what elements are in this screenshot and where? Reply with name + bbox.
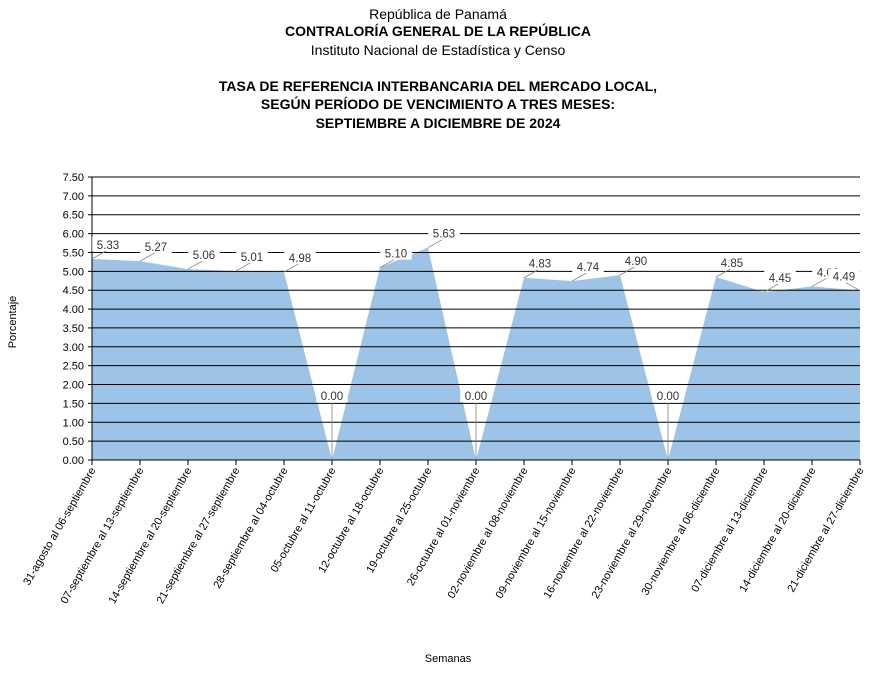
data-label-leader [843, 281, 861, 291]
data-label: 4.83 [529, 259, 551, 271]
data-label-leader [763, 282, 781, 293]
data-label: 4.45 [769, 273, 791, 285]
data-label: 4.74 [577, 262, 600, 274]
chart-title-line-3: SEPTIEMBRE A DICIEMBRE DE 2024 [315, 115, 561, 131]
y-tick-label: 6.00 [63, 229, 84, 241]
y-tick-label: 0.50 [63, 436, 84, 448]
data-label: 5.63 [433, 229, 455, 241]
x-tick-label: 02-noviembre al 08-noviembre [446, 466, 531, 601]
data-label-box [92, 236, 124, 251]
y-tick-label: 2.00 [63, 380, 84, 392]
data-label-box [316, 388, 348, 402]
data-label-box [620, 253, 652, 268]
data-label: 5.06 [193, 250, 215, 262]
data-label: 0.00 [465, 391, 487, 403]
data-label-leader [715, 267, 733, 278]
data-label: 5.10 [385, 249, 407, 261]
data-label-box [428, 225, 460, 240]
data-label-box [716, 254, 748, 269]
y-tick-label: 0.00 [63, 455, 84, 467]
data-label: 0.00 [657, 391, 679, 403]
y-tick-label: 6.50 [63, 210, 84, 222]
data-label-leader [187, 259, 205, 270]
data-label-box [572, 259, 604, 274]
y-tick-label: 3.00 [63, 342, 84, 354]
series-area [92, 247, 860, 460]
data-label-box [652, 388, 684, 402]
data-label-leader [427, 238, 445, 248]
y-tick-label: 5.50 [63, 247, 84, 259]
data-label-leader [283, 262, 301, 273]
data-label-leader [619, 265, 637, 276]
y-tick-label: 7.50 [63, 172, 84, 184]
data-label-leader [571, 271, 589, 282]
data-label-leader [523, 268, 541, 279]
y-tick-label: 4.50 [63, 285, 84, 297]
data-label-leader [811, 277, 829, 287]
y-tick-label: 4.00 [63, 304, 84, 316]
x-axis-label: Semanas [425, 653, 472, 665]
x-tick-label: 07-septiembre al 13-septiembre [59, 466, 147, 607]
header-institution: CONTRALORÍA GENERAL DE LA REPÚBLICA [285, 23, 591, 39]
data-label-leader [91, 249, 109, 260]
header-institute: Instituto Nacional de Estadística y Cens… [310, 42, 566, 58]
x-tick-label: 23-noviembre al 29-noviembre [590, 466, 675, 601]
x-tick-label: 21-septiembre al 27-septiembre [155, 466, 243, 607]
chart-title-line-1: TASA DE REFERENCIA INTERBANCARIA DEL MER… [218, 78, 658, 94]
data-label: 5.27 [145, 242, 167, 254]
data-label: 4.85 [721, 258, 743, 270]
data-label: 4.49 [833, 272, 855, 284]
y-tick-label: 3.50 [63, 323, 84, 335]
header-country: República de Panamá [369, 6, 507, 22]
y-tick-label: 1.50 [63, 398, 84, 410]
data-label-box [764, 270, 796, 285]
data-label: 4.90 [625, 256, 647, 268]
x-tick-label: 09-noviembre al 15-noviembre [494, 466, 579, 601]
data-label-leader [235, 261, 253, 272]
y-tick-label: 5.00 [63, 266, 84, 278]
data-label-leader [139, 251, 157, 262]
x-tick-label: 14-septiembre al 20-septiembre [107, 466, 195, 607]
data-label: 4.98 [289, 253, 311, 265]
chart-title-line-2: SEGÚN PERÍODO DE VENCIMIENTO A TRES MESE… [260, 96, 616, 112]
data-label-box [140, 239, 172, 254]
data-label-leader [379, 258, 397, 268]
data-label: 5.33 [97, 240, 119, 252]
data-label: 0.00 [321, 391, 343, 403]
y-tick-label: 1.00 [63, 417, 84, 429]
data-label-box [380, 245, 412, 260]
x-tick-label: 16-noviembre al 22-noviembre [542, 466, 627, 601]
y-tick-label: 2.50 [63, 361, 84, 373]
y-tick-label: 7.00 [63, 191, 84, 203]
data-label-box [188, 247, 220, 262]
data-label: 5.01 [241, 252, 263, 264]
y-axis-label: Porcentaje [7, 296, 19, 349]
data-label-box [828, 268, 860, 283]
data-label-box [284, 250, 316, 265]
data-label-box [524, 255, 556, 270]
data-label-box [460, 388, 492, 402]
data-label-box [236, 248, 268, 263]
